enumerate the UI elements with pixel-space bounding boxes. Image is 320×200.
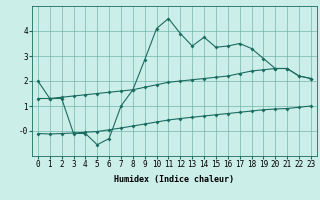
X-axis label: Humidex (Indice chaleur): Humidex (Indice chaleur)	[115, 175, 234, 184]
